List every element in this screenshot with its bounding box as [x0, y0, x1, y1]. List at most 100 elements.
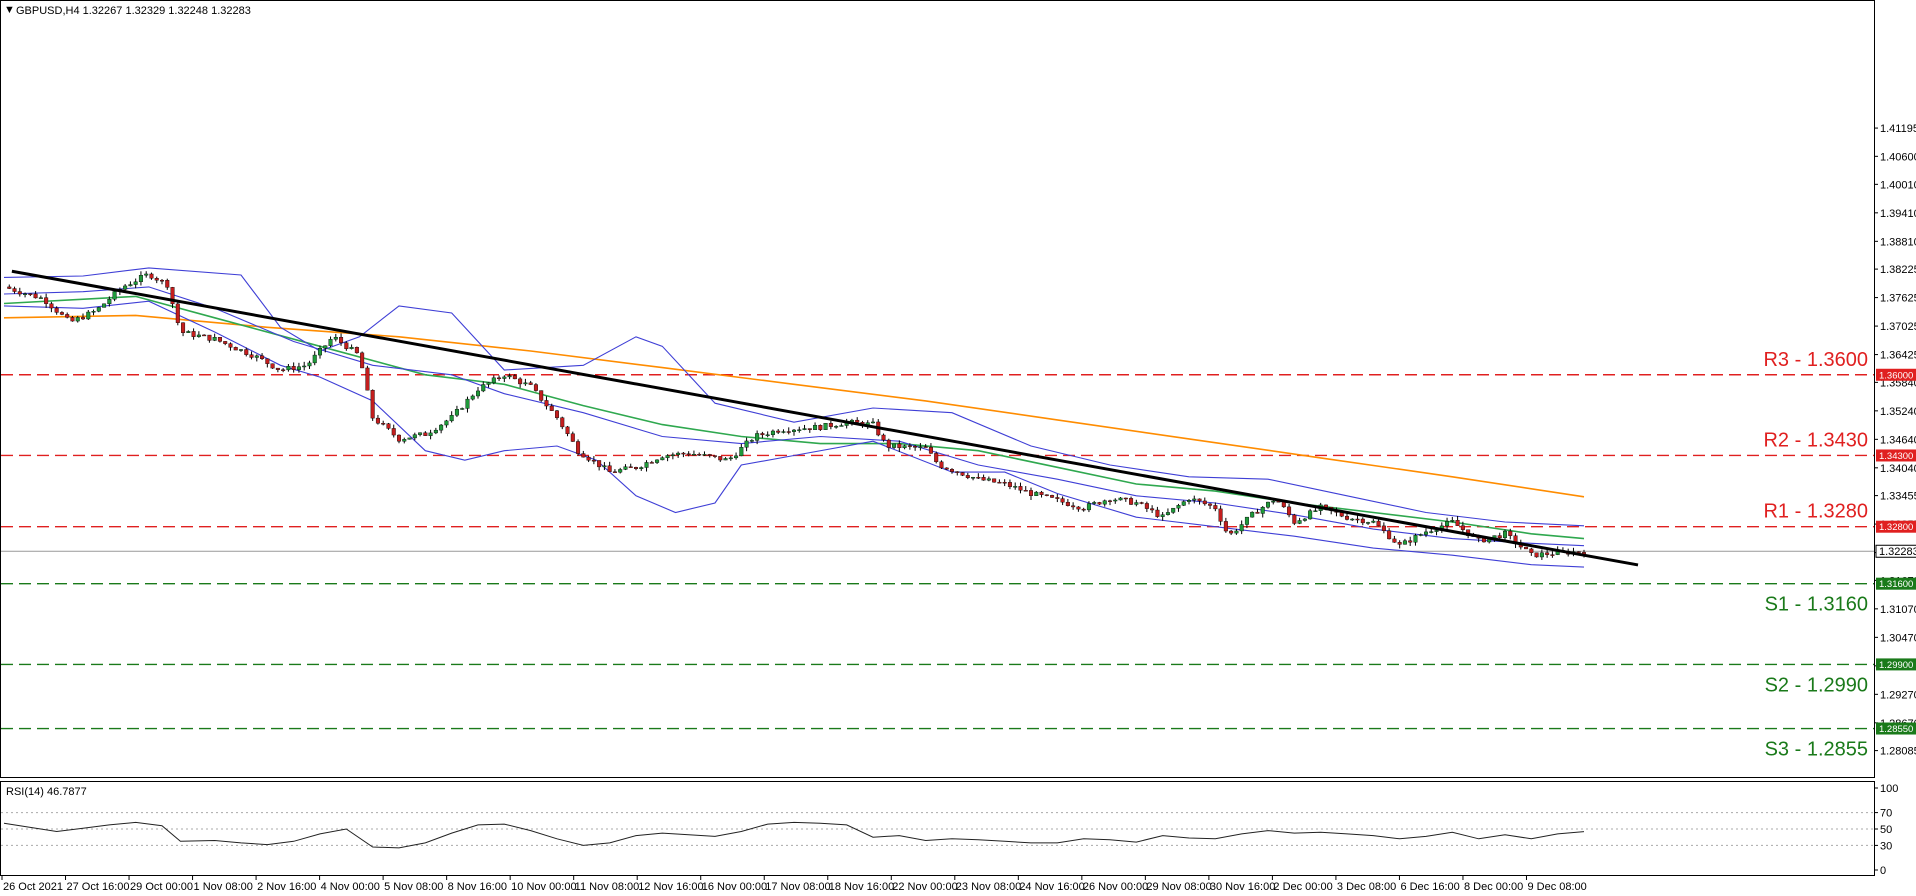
- candle-bull: [1429, 531, 1434, 533]
- candle-bull: [1366, 522, 1371, 524]
- candle-bull: [986, 478, 991, 481]
- candle-bull: [755, 433, 760, 441]
- time-axis: 26 Oct 2021 27 Oct 16:00 29 Oct 00:00 1 Nov…: [1, 876, 1587, 893]
- candle-bear: [1508, 530, 1513, 536]
- candle-bull: [333, 337, 338, 340]
- collapse-triangle-icon[interactable]: ▼: [4, 4, 15, 16]
- candle-bull: [128, 284, 133, 287]
- candle-bull: [1171, 507, 1176, 513]
- candle-bear: [928, 447, 933, 454]
- candle-bull: [254, 355, 259, 358]
- level-price-tag: [1876, 658, 1916, 671]
- candle-bull: [449, 415, 454, 422]
- candle-bull: [138, 275, 143, 283]
- candle-bull: [1297, 520, 1302, 524]
- candle-bear: [1007, 482, 1012, 487]
- candle-bull: [286, 366, 291, 371]
- price-tick-label: 1.34040: [1880, 463, 1916, 475]
- candle-bear: [44, 297, 49, 304]
- time-tick-label: 5 Nov 08:00: [384, 881, 443, 893]
- candle-bear: [249, 354, 254, 358]
- candle-bear: [275, 367, 280, 370]
- candle-bear: [1360, 518, 1365, 524]
- candle-bear: [1139, 502, 1144, 504]
- candle-bear: [1081, 508, 1086, 511]
- candle-bull: [102, 303, 107, 308]
- time-tick-label: 23 Nov 08:00: [956, 881, 1021, 893]
- candle-bear: [576, 441, 581, 454]
- candle-bull: [1134, 502, 1139, 505]
- candle-bear: [828, 422, 833, 427]
- time-tick-label: 2 Nov 16:00: [257, 881, 316, 893]
- time-tick-label: 1 Nov 08:00: [194, 881, 253, 893]
- candle-bear: [80, 317, 85, 320]
- candle-bull: [470, 395, 475, 400]
- candle-bull: [670, 454, 675, 456]
- candle-bear: [581, 453, 586, 458]
- price-tick-label: 1.41195: [1880, 123, 1916, 135]
- candle-bear: [260, 355, 265, 359]
- candle-bull: [744, 440, 749, 448]
- candle-bear: [1107, 500, 1112, 502]
- candle-bear: [59, 312, 64, 315]
- time-tick-label: 29 Oct 00:00: [130, 881, 193, 893]
- candle-bear: [565, 426, 570, 434]
- candle-bull: [328, 339, 333, 346]
- time-tick-label: 30 Nov 16:00: [1210, 881, 1275, 893]
- candle-bull: [418, 432, 423, 435]
- candle-bear: [165, 279, 170, 288]
- candle-bull: [1013, 486, 1018, 488]
- time-tick-label: 6 Dec 16:00: [1400, 881, 1459, 893]
- candle-bear: [1208, 503, 1213, 506]
- level-label-resistance: R2 - 1.3430: [1763, 429, 1868, 451]
- candle-bear: [375, 417, 380, 424]
- time-tick-label: 8 Nov 16:00: [448, 881, 507, 893]
- candle-bull: [871, 421, 876, 424]
- candle-bear: [1218, 508, 1223, 522]
- candle-bear: [207, 334, 212, 341]
- symbol-header: GBPUSD,H4 1.32267 1.32329 1.32248 1.3228…: [16, 5, 251, 17]
- candle-bear: [1397, 542, 1402, 545]
- candle-bear: [855, 419, 860, 423]
- candle-bear: [423, 432, 428, 436]
- candle-bear: [360, 352, 365, 369]
- price-tick-label: 1.39410: [1880, 208, 1916, 220]
- time-tick-label: 3 Dec 08:00: [1337, 881, 1396, 893]
- time-tick-label: 2 Dec 00:00: [1273, 881, 1332, 893]
- candle-bull: [839, 425, 844, 427]
- candle-bear: [228, 343, 233, 348]
- candle-bear: [965, 475, 970, 478]
- candle-bull: [902, 445, 907, 449]
- candle-bear: [939, 461, 944, 469]
- candle-bear: [1344, 515, 1349, 520]
- candle-bear: [386, 423, 391, 429]
- candle-bear: [281, 369, 286, 371]
- candle-bear: [1545, 552, 1550, 555]
- candle-bear: [713, 455, 718, 457]
- candle-bear: [886, 439, 891, 448]
- level-price-tag: [1876, 520, 1916, 533]
- price-tick-label: 1.40600: [1880, 151, 1916, 163]
- candle-bull: [238, 349, 243, 351]
- rsi-header: RSI(14) 46.7877: [6, 786, 87, 798]
- candle-bull: [1302, 518, 1307, 521]
- candle-bear: [944, 467, 949, 470]
- candle-bull: [781, 431, 786, 433]
- candle-bear: [1550, 554, 1555, 556]
- candle-bear: [7, 286, 12, 289]
- time-tick-label: 9 Dec 08:00: [1527, 881, 1586, 893]
- candle-bear: [1392, 538, 1397, 543]
- candle-bull: [133, 281, 138, 285]
- candle-bull: [792, 429, 797, 432]
- time-tick-label: 4 Nov 00:00: [321, 881, 380, 893]
- candle-bull: [971, 477, 976, 479]
- candle-bull: [691, 454, 696, 456]
- time-tick-label: 22 Nov 00:00: [892, 881, 957, 893]
- candle-bull: [1186, 500, 1191, 502]
- time-tick-label: 11 Nov 08:00: [575, 881, 640, 893]
- candle-bull: [1250, 511, 1255, 518]
- candle-bear: [923, 446, 928, 448]
- candle-bull: [665, 455, 670, 458]
- candle-bull: [1350, 518, 1355, 521]
